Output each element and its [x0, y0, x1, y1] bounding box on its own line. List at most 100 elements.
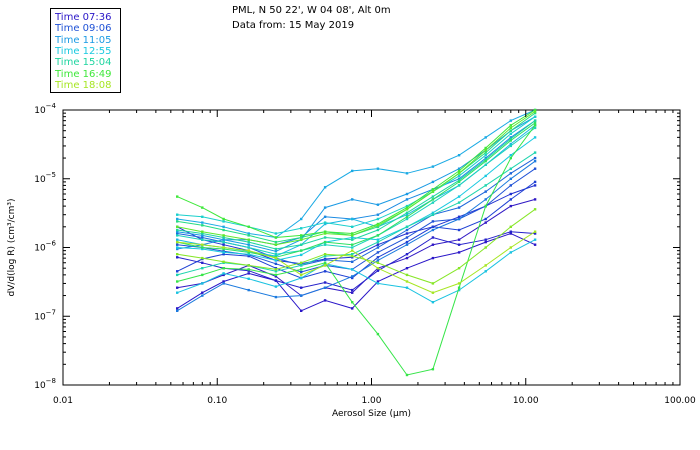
legend-item: Time 09:06	[55, 23, 112, 35]
data-point	[431, 236, 435, 239]
data-point	[405, 273, 409, 277]
data-point	[222, 260, 225, 263]
data-point	[509, 225, 512, 228]
data-point	[247, 288, 250, 292]
data-point	[431, 220, 435, 223]
data-point	[405, 208, 409, 211]
data-point	[201, 247, 204, 251]
x-tick-label: 1.00	[361, 396, 381, 406]
data-point	[176, 243, 179, 246]
data-point	[222, 251, 225, 254]
legend-item: Time 15:04	[55, 57, 112, 69]
y-tick-label: 10−6	[34, 240, 56, 254]
series-group	[176, 108, 537, 377]
data-point	[405, 232, 409, 235]
data-point	[300, 249, 303, 252]
data-point	[351, 288, 354, 292]
x-tick-label: 10.00	[513, 396, 539, 406]
data-point	[533, 198, 537, 201]
x-tick-label: 100.00	[664, 396, 696, 406]
data-point	[300, 276, 303, 280]
x-tick-label: 0.01	[53, 396, 73, 406]
data-point	[533, 124, 537, 127]
data-point	[376, 282, 380, 285]
data-point	[533, 110, 537, 113]
data-point	[176, 234, 179, 237]
data-point	[457, 228, 461, 232]
data-point	[509, 246, 512, 249]
data-point	[323, 230, 327, 233]
data-point	[300, 273, 303, 277]
data-point	[176, 240, 179, 244]
data-point	[247, 234, 250, 237]
data-point	[247, 225, 250, 228]
data-point	[201, 232, 204, 235]
data-point	[222, 234, 225, 237]
data-point	[376, 332, 380, 336]
data-point	[533, 136, 537, 139]
data-point	[376, 246, 380, 249]
data-point	[509, 184, 512, 187]
data-point	[484, 221, 487, 224]
data-point	[457, 184, 461, 187]
data-point	[484, 163, 487, 166]
data-point	[457, 195, 461, 198]
data-point	[457, 179, 461, 182]
data-point	[176, 195, 179, 198]
data-point	[274, 236, 278, 239]
data-point	[457, 288, 461, 292]
data-point	[222, 247, 225, 251]
data-point	[176, 256, 179, 259]
data-point	[222, 220, 225, 223]
data-point	[533, 180, 537, 184]
data-point	[176, 253, 179, 256]
data-point	[431, 201, 435, 204]
data-point	[222, 267, 225, 270]
data-point	[323, 232, 327, 235]
data-point	[222, 217, 225, 221]
data-point	[247, 249, 250, 252]
data-point	[405, 206, 409, 209]
data-point	[484, 146, 487, 150]
data-point	[274, 268, 278, 271]
data-point	[457, 154, 461, 157]
data-point	[274, 247, 278, 251]
data-point	[300, 253, 303, 257]
data-point	[533, 119, 537, 122]
data-point	[247, 269, 250, 272]
data-point	[300, 217, 303, 221]
data-point	[274, 285, 278, 288]
data-point	[201, 206, 204, 209]
data-point	[323, 206, 327, 209]
data-point	[376, 243, 380, 246]
data-point	[323, 261, 327, 264]
data-point	[300, 238, 303, 241]
data-point	[431, 256, 435, 260]
data-point	[323, 299, 327, 302]
series-17	[176, 119, 537, 251]
data-point	[201, 234, 204, 237]
data-point	[300, 227, 303, 230]
data-point	[431, 243, 435, 246]
y-tick-mantissa: 10	[34, 106, 46, 116]
data-point	[509, 137, 512, 141]
y-tick-mantissa: 10	[34, 381, 46, 391]
data-point	[405, 215, 409, 218]
data-point	[351, 234, 354, 237]
data-point	[405, 236, 409, 239]
y-axis-label: dV/d(log R) (cm³/cm³)	[7, 198, 17, 296]
data-point	[405, 211, 409, 214]
data-point	[376, 203, 380, 206]
data-point	[222, 246, 225, 249]
data-point	[405, 225, 409, 228]
series-0	[176, 232, 537, 312]
data-point	[300, 264, 303, 267]
plot-area	[62, 108, 681, 386]
data-point	[201, 294, 204, 297]
data-point	[323, 243, 327, 246]
data-point	[509, 192, 512, 196]
data-point	[533, 126, 537, 130]
data-point	[300, 294, 303, 297]
data-point	[376, 222, 380, 226]
data-point	[405, 243, 409, 246]
